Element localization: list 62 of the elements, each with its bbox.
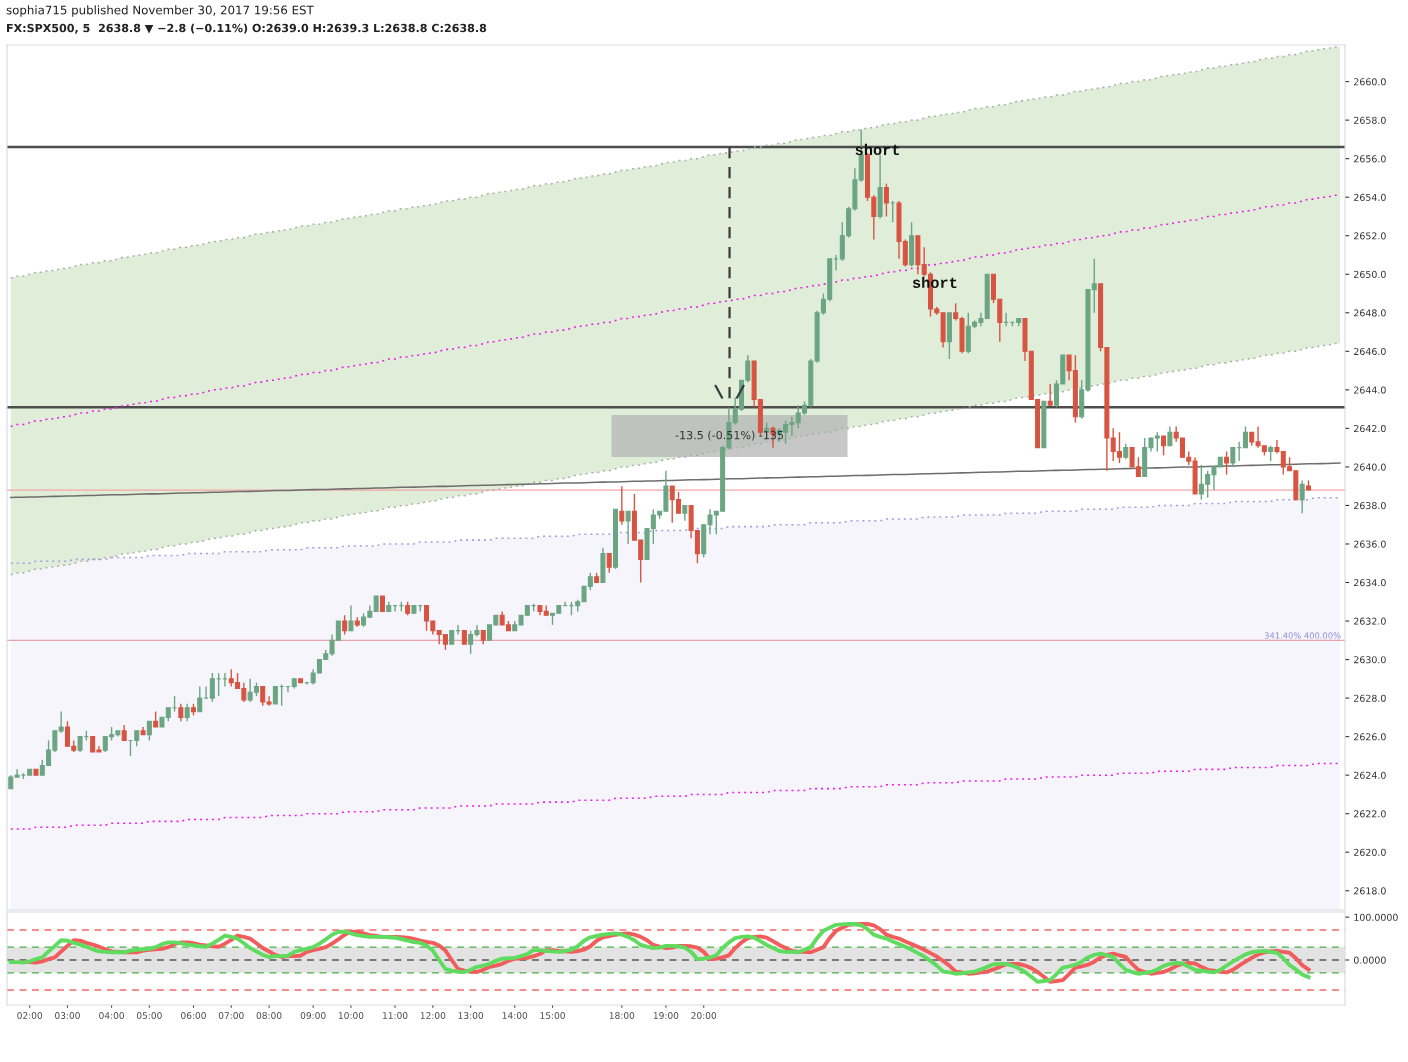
candlestick (209, 672, 215, 703)
x-tick-label: 12:00 (420, 1012, 446, 1019)
y-tick-label: 2658.0 (1354, 116, 1386, 124)
x-tick-label: 15:00 (540, 1012, 565, 1019)
y-tick-label: 100.0000 (1354, 913, 1398, 921)
y-tick-label: 0.0000 (1353, 956, 1386, 964)
y-tick-label: 2650.0 (1354, 270, 1386, 278)
x-tick-label: 10:00 (338, 1012, 364, 1019)
candlestick (197, 685, 203, 713)
y-tick-label: 2624.0 (1354, 771, 1386, 779)
y-tick-label: 2654.0 (1354, 193, 1386, 201)
x-tick-label: 05:00 (136, 1012, 162, 1019)
y-tick-label: 2656.0 (1354, 155, 1386, 163)
candlestick (619, 485, 625, 526)
x-tick-label: 07:00 (218, 1012, 244, 1019)
y-tick-label: 2644.0 (1354, 386, 1386, 394)
y-tick-label: 2640.0 (1354, 463, 1386, 471)
candlestick (606, 552, 612, 574)
chart-title: sophia715 published November 30, 2017 19:56 EST (6, 5, 314, 17)
x-tick-label: 13:00 (458, 1012, 484, 1019)
y-tick-label: 2630.0 (1354, 656, 1386, 664)
x-tick-label: 03:00 (55, 1012, 80, 1019)
x-tick-label: 18:00 (609, 1012, 635, 1019)
x-tick-label: 14:00 (502, 1012, 528, 1019)
x-tick-label: 20:00 (691, 1012, 717, 1019)
line-series (10, 762, 1341, 830)
y-tick-label: 2638.0 (1354, 502, 1386, 510)
candlestick (1161, 435, 1167, 457)
y-tick-label: 2632.0 (1354, 617, 1386, 625)
candlestick (1167, 425, 1173, 447)
candlestick (1299, 479, 1305, 514)
y-tick-label: 2626.0 (1354, 733, 1386, 741)
x-tick-label: 19:00 (653, 1012, 679, 1019)
y-tick-label: 2628.0 (1354, 694, 1386, 702)
candlestick (625, 510, 631, 545)
x-tick-label: 08:00 (256, 1012, 282, 1019)
candlestick (1224, 450, 1230, 476)
y-tick-label: 2646.0 (1354, 347, 1386, 356)
y-tick-label: 2622.0 (1354, 810, 1386, 818)
candlestick (1230, 446, 1236, 468)
chart-subtitle: FX:SPX500, 5 2638.8 ▼ −2.8 (−0.11%) O:2639.0 H:2639.3 L:2638.8 C:2638.8 (7, 23, 487, 34)
y-tick-label: 2634.0 (1354, 579, 1386, 587)
annotation: 341.40% 400.00% (1264, 632, 1341, 639)
candlestick (58, 710, 64, 734)
candlestick (1242, 425, 1248, 449)
candlestick (342, 614, 348, 636)
candlestick (883, 183, 889, 218)
x-tick-label: 04:00 (99, 1012, 124, 1019)
y-tick-label: 2618.0 (1354, 887, 1386, 895)
x-tick-label: 11:00 (383, 1012, 408, 1019)
x-tick-label: 02:00 (17, 1012, 43, 1019)
y-tick-label: 2652.0 (1354, 232, 1386, 240)
x-tick-label: 06:00 (181, 1012, 206, 1019)
y-tick-label: 2660.0 (1354, 78, 1386, 86)
y-tick-label: 2620.0 (1354, 848, 1386, 856)
candlestick (1047, 383, 1053, 406)
y-tick-label: 2636.0 (1354, 540, 1386, 548)
candlestick (348, 604, 354, 632)
y-tick-label: 2642.0 (1354, 424, 1386, 433)
y-tick-label: 2648.0 (1354, 309, 1386, 317)
candlestick (146, 720, 152, 742)
x-tick-label: 09:00 (300, 1012, 326, 1019)
